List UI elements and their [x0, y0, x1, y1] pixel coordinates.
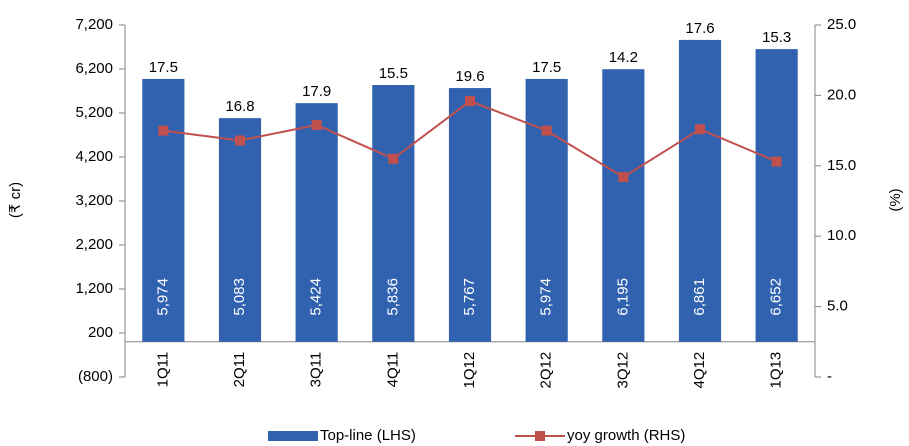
bar: [142, 78, 185, 342]
line-marker: [311, 119, 322, 130]
y-tick-label: 6,200: [75, 60, 113, 77]
x-tick-label: 1Q12: [461, 352, 478, 389]
x-tick-label: 4Q12: [691, 352, 708, 389]
x-tick-label: 2Q11: [231, 352, 248, 388]
line-value-label: 19.6: [455, 68, 484, 85]
bar: [602, 69, 645, 342]
line-value-label: 14.2: [609, 49, 638, 66]
line-marker: [388, 153, 399, 164]
bar: [295, 103, 338, 342]
legend-label: Top-line (LHS): [320, 427, 416, 444]
line-value-label: 15.5: [379, 65, 408, 82]
y-tick-label: 2,200: [75, 236, 113, 253]
x-tick-label: 3Q11: [308, 352, 325, 388]
bar-value-label: 5,974: [538, 278, 555, 316]
bar: [372, 85, 415, 342]
line-marker: [158, 125, 169, 136]
legend-label: yoy growth (RHS): [567, 427, 685, 444]
legend-marker: [535, 431, 545, 441]
bar: [218, 118, 262, 342]
bar-value-label: 5,424: [308, 278, 325, 316]
line-marker: [465, 96, 475, 107]
y-tick-label: 3,200: [75, 192, 113, 209]
legend-swatch: [268, 431, 318, 441]
y-tick-label: 5,200: [75, 104, 113, 121]
bar-value-label: 5,974: [154, 278, 171, 316]
y2-tick-label: 5.0: [827, 298, 848, 315]
bar: [678, 39, 722, 342]
y-tick-label: 7,200: [75, 16, 113, 33]
bar: [448, 88, 492, 342]
line-marker: [541, 125, 552, 136]
y2-tick-label: 25.0: [827, 16, 856, 33]
x-tick-label: 2Q12: [538, 352, 555, 389]
y2-tick-label: 10.0: [827, 227, 856, 244]
line-marker: [771, 156, 782, 167]
y-tick-label: 1,200: [75, 280, 113, 297]
bar-value-label: 5,767: [461, 278, 478, 316]
line-value-label: 17.5: [532, 59, 561, 76]
bar: [755, 49, 798, 342]
x-tick-label: 1Q11: [154, 352, 171, 388]
y-tick-label: 200: [88, 324, 113, 341]
line-value-label: 17.9: [302, 83, 331, 100]
y-tick-label: (800): [78, 368, 113, 385]
line-marker: [618, 172, 629, 183]
y2-tick-label: 20.0: [827, 86, 856, 103]
line-value-label: 15.3: [762, 29, 791, 46]
bar-value-label: 6,652: [768, 278, 785, 316]
x-tick-label: 4Q11: [384, 352, 401, 388]
bar-value-label: 5,083: [231, 278, 248, 316]
x-tick-label: 1Q13: [768, 352, 785, 389]
line-marker: [695, 124, 705, 135]
y-axis-title: (₹ cr): [7, 182, 24, 218]
line-value-label: 16.8: [225, 98, 254, 115]
line-value-label: 17.6: [685, 20, 714, 37]
line-marker: [235, 135, 245, 146]
bar-value-label: 6,195: [614, 278, 631, 316]
bar: [525, 78, 568, 342]
x-tick-label: 3Q12: [614, 352, 631, 389]
y2-axis-title: (%): [887, 188, 904, 211]
y2-tick-label: 15.0: [827, 157, 856, 174]
y2-tick-label: -: [827, 368, 832, 385]
bar-value-label: 6,861: [691, 278, 708, 316]
bar-value-label: 5,836: [384, 278, 401, 316]
y-tick-label: 4,200: [75, 148, 113, 165]
line-value-label: 17.5: [149, 59, 178, 76]
